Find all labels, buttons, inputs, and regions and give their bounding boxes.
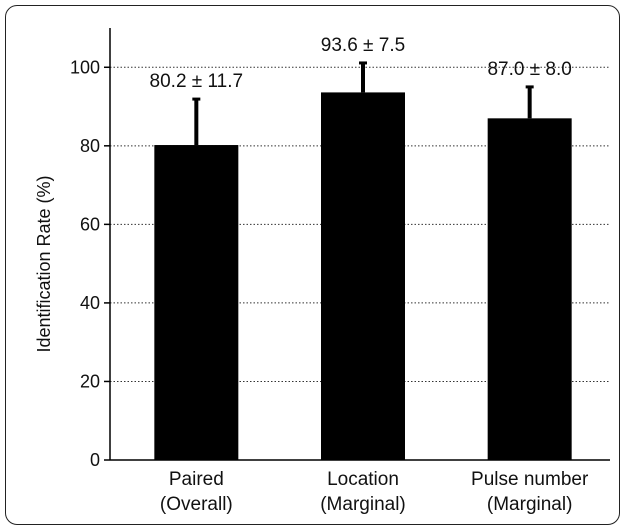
category-label-3-line1: Pulse number	[471, 469, 589, 490]
y-tick-label-0: 0	[90, 450, 100, 470]
category-label-1-line1: Paired	[169, 469, 224, 490]
category-label-3-line2: (Marginal)	[487, 494, 573, 515]
category-label-2-line2: (Marginal)	[320, 494, 406, 515]
y-tick-label-40: 40	[80, 293, 100, 313]
bar-3	[487, 118, 572, 460]
bar-2	[321, 92, 405, 460]
y-tick-label-80: 80	[80, 136, 100, 156]
y-tick-label-100: 100	[70, 57, 100, 77]
y-ticks: 0 20 40 60 80 100	[70, 57, 110, 470]
y-tick-label-20: 20	[80, 371, 100, 391]
data-label-3: 87.0 ± 8.0	[487, 59, 571, 80]
y-axis-title: Identification Rate (%)	[34, 175, 54, 352]
data-labels: 80.2 ± 11.7 93.6 ± 7.5 87.0 ± 8.0	[150, 35, 572, 92]
data-label-2: 93.6 ± 7.5	[321, 35, 405, 56]
bar-1	[154, 145, 239, 461]
bars	[154, 92, 572, 461]
y-tick-label-60: 60	[80, 214, 100, 234]
category-label-2-line1: Location	[327, 469, 399, 490]
category-label-1-line2: (Overall)	[160, 494, 233, 515]
data-label-1: 80.2 ± 11.7	[150, 71, 244, 92]
category-labels: Paired (Overall) Location (Marginal) Pulse n…	[160, 469, 589, 515]
error-bars	[192, 61, 534, 146]
